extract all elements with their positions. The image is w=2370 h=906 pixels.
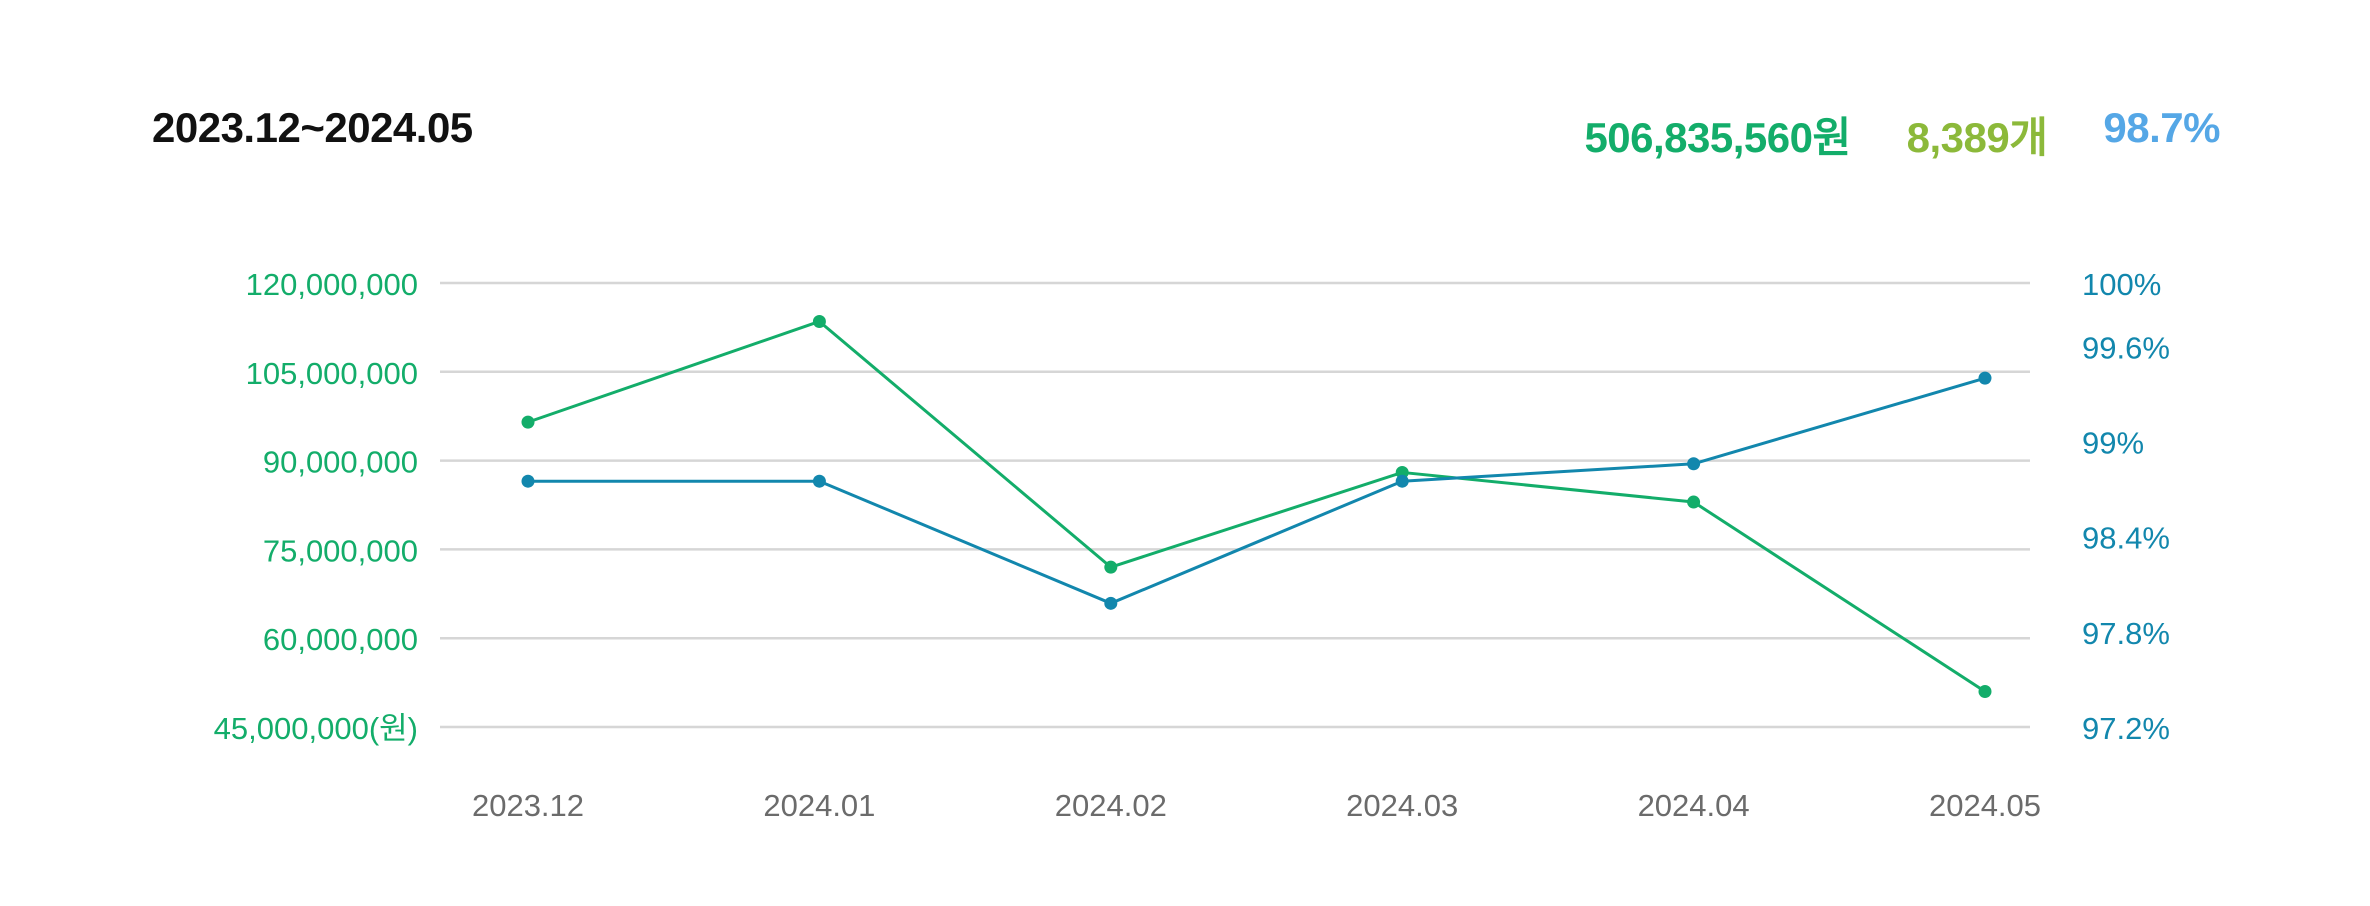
left-tick-label: 75,000,000 [263, 533, 418, 568]
rate-data-point[interactable] [1104, 596, 1118, 610]
x-tick-label: 2024.03 [1346, 788, 1458, 823]
x-tick-label: 2024.02 [1055, 788, 1167, 823]
left-tick-label: 105,000,000 [246, 356, 418, 391]
right-tick-label: 99.6% [2082, 330, 2170, 365]
left-tick-label: 90,000,000 [263, 445, 418, 480]
grid-lines [440, 281, 2030, 729]
x-axis: 2023.12 2024.01 2024.02 2024.03 2024.04 2024.… [472, 788, 2041, 823]
series-points [521, 314, 1992, 698]
period-title: 2023.12~2024.05 [152, 104, 473, 151]
left-tick-label: 45,000,000(원) [214, 711, 418, 746]
amount-data-point[interactable] [1687, 495, 1701, 509]
series-lines [527, 319, 1986, 693]
total-amount-stat: 506,835,560원 [1584, 114, 1851, 161]
rate-data-point[interactable] [812, 474, 826, 488]
right-axis: 97.2% 97.8% 98.4% 99% 99.6% 100% [2082, 267, 2170, 746]
right-tick-label: 98.4% [2082, 521, 2170, 556]
x-tick-label: 2023.12 [472, 788, 584, 823]
right-tick-label: 99% [2082, 426, 2144, 461]
amount-data-point[interactable] [1978, 684, 1992, 698]
rate-series-line [528, 376, 1986, 605]
left-tick-label: 120,000,000 [246, 267, 418, 302]
x-tick-label: 2024.05 [1929, 788, 2041, 823]
right-tick-label: 97.8% [2082, 616, 2170, 651]
amount-series-line [527, 319, 1986, 693]
left-axis: 45,000,000(원) 60,000,000 75,000,000 90,000,… [214, 267, 418, 746]
right-tick-label: 100% [2082, 267, 2161, 302]
rate-data-point[interactable] [1978, 371, 1992, 385]
rate-data-point[interactable] [521, 474, 535, 488]
average-rate-stat: 98.7% [2103, 104, 2220, 151]
rate-data-point[interactable] [1687, 457, 1701, 471]
x-tick-label: 2024.04 [1638, 788, 1750, 823]
x-tick-label: 2024.01 [763, 788, 875, 823]
left-tick-label: 60,000,000 [263, 622, 418, 657]
rate-data-point[interactable] [1395, 474, 1409, 488]
right-tick-label: 97.2% [2082, 711, 2170, 746]
amount-data-point[interactable] [1104, 560, 1118, 574]
summary-stats: 506,835,560원 8,389개 98.7% [1584, 104, 2220, 165]
total-count-stat: 8,389개 [1906, 114, 2048, 161]
amount-data-point[interactable] [521, 415, 535, 429]
amount-data-point[interactable] [812, 314, 826, 328]
